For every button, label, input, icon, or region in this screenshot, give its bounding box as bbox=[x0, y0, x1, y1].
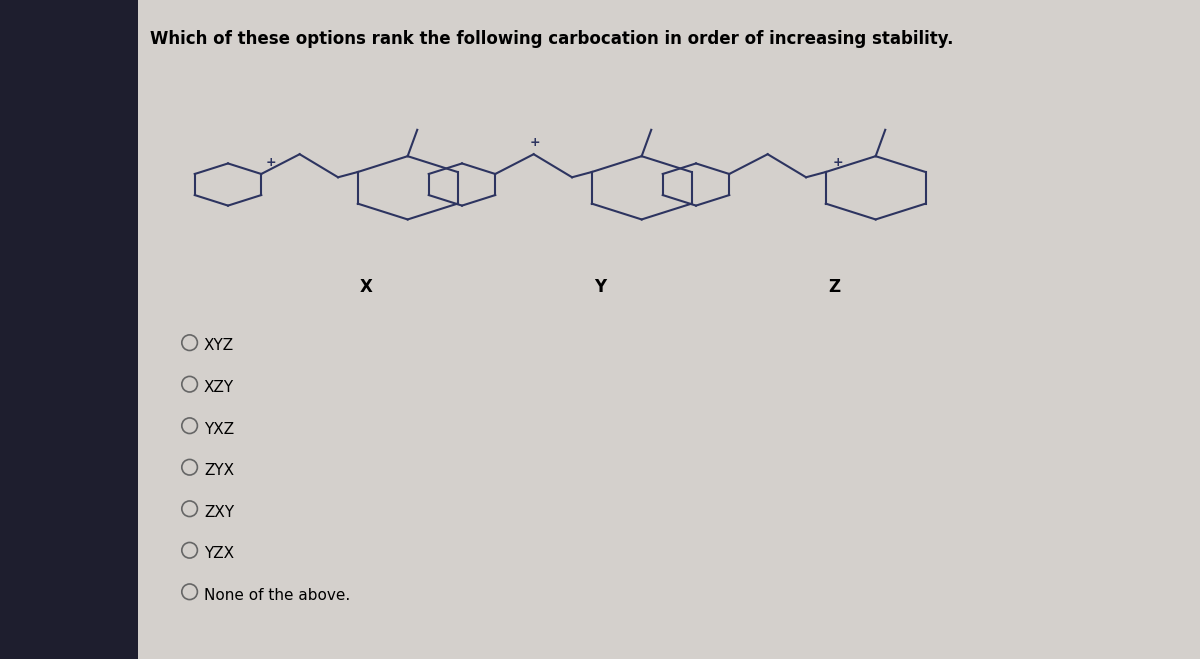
Text: Z: Z bbox=[828, 277, 840, 296]
Text: YXZ: YXZ bbox=[204, 422, 234, 436]
Text: XZY: XZY bbox=[204, 380, 234, 395]
Text: ZYX: ZYX bbox=[204, 463, 234, 478]
Text: ZXY: ZXY bbox=[204, 505, 234, 519]
Text: YZX: YZX bbox=[204, 546, 234, 561]
Text: XYZ: XYZ bbox=[204, 339, 234, 353]
Text: +: + bbox=[529, 136, 540, 149]
Text: +: + bbox=[265, 156, 276, 169]
Text: X: X bbox=[360, 277, 372, 296]
Text: None of the above.: None of the above. bbox=[204, 588, 350, 602]
Text: Y: Y bbox=[594, 277, 606, 296]
Polygon shape bbox=[0, 0, 138, 659]
Text: +: + bbox=[833, 156, 844, 169]
Text: Which of these options rank the following carbocation in order of increasing sta: Which of these options rank the followin… bbox=[150, 30, 954, 47]
